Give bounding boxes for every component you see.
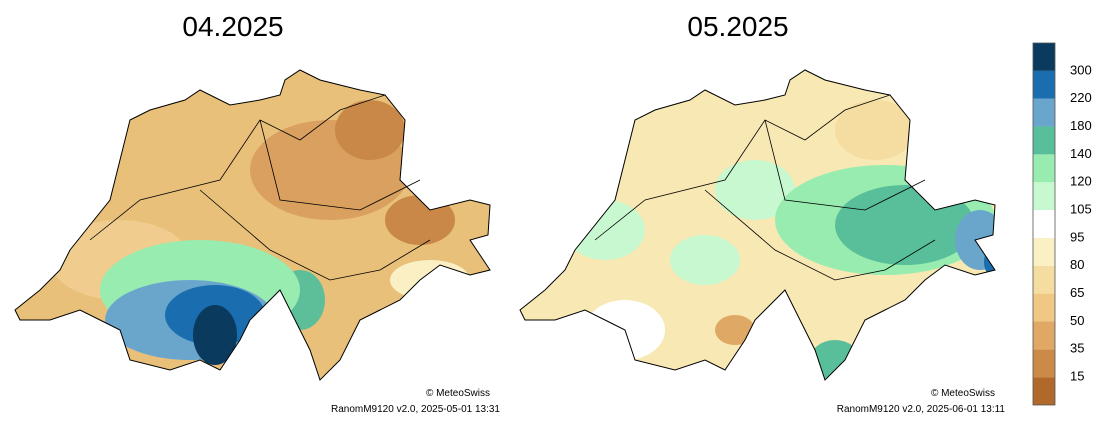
colorbar-segment	[1033, 126, 1055, 155]
colorbar-segment	[1033, 321, 1055, 350]
colorbar-segment	[1033, 210, 1055, 238]
colorbar-label: 120	[1070, 174, 1092, 189]
colorbar-label: 80	[1070, 257, 1084, 272]
footer: RanomM9120 v2.0, 2025-05-01 13:31	[331, 404, 500, 415]
colorbar-segment	[1033, 377, 1055, 405]
colorbar-label: 35	[1070, 341, 1084, 356]
colorbar-label: 220	[1070, 90, 1092, 105]
credit: © MeteoSwiss	[426, 388, 490, 399]
colorbar-segment	[1033, 43, 1055, 71]
map-may	[519, 69, 996, 381]
map-title: 05.2025	[687, 11, 788, 42]
colorbar-segment	[1033, 98, 1055, 127]
colorbar-segment	[1033, 154, 1055, 183]
colorbar-segment	[1033, 265, 1055, 294]
map-april	[14, 69, 491, 381]
colorbar-label: 300	[1070, 62, 1092, 77]
footer: RanomM9120 v2.0, 2025-06-01 13:11	[837, 404, 1006, 415]
map-title: 04.2025	[182, 11, 283, 42]
colorbar-segment	[1033, 70, 1055, 99]
colorbar-label: 50	[1070, 313, 1084, 328]
colorbar-label: 105	[1070, 202, 1092, 217]
colorbar-segment	[1033, 349, 1055, 378]
colorbar-frame	[1032, 42, 1056, 406]
colorbar-label: 140	[1070, 146, 1092, 161]
colorbar-label: 15	[1070, 369, 1084, 384]
credit: © MeteoSwiss	[931, 388, 995, 399]
colorbar-segment	[1033, 182, 1055, 211]
colorbar-label: 65	[1070, 285, 1084, 300]
colorbar-label: 180	[1070, 118, 1092, 133]
colorbar: 15 35 50 65 80 95 105 120 140 180 220 300	[1032, 42, 1092, 406]
colorbar-segment	[1033, 293, 1055, 322]
colorbar-segment	[1033, 237, 1055, 266]
colorbar-label: 95	[1070, 229, 1084, 244]
